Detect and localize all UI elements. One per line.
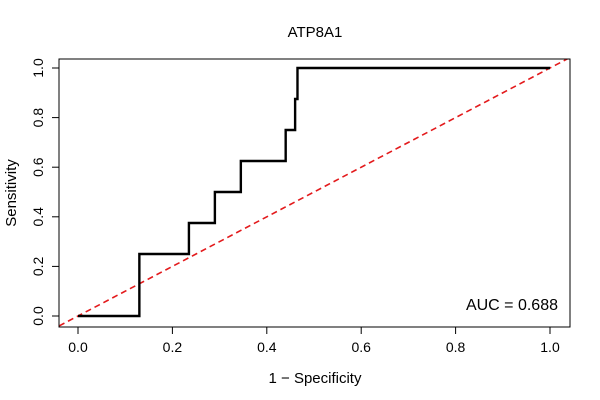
roc-curve-line [78, 66, 550, 318]
y-axis: 0.0 0.2 0.4 0.6 0.8 1.0 [30, 58, 60, 326]
x-tick-label: 0.4 [257, 339, 277, 355]
x-axis: 0.0 0.2 0.4 0.6 0.8 1.0 [68, 326, 560, 355]
y-tick-label: 0.6 [30, 157, 46, 177]
y-axis-label: Sensitivity [3, 159, 20, 227]
x-tick-label: 0.0 [68, 339, 88, 355]
y-tick-label: 0.2 [30, 256, 46, 276]
x-tick-label: 1.0 [540, 339, 560, 355]
reference-diagonal-line [59, 59, 569, 327]
y-tick-label: 1.0 [30, 58, 46, 78]
y-tick-label: 0.0 [30, 306, 46, 326]
plot-area [58, 58, 571, 328]
x-tick-label: 0.2 [163, 339, 183, 355]
x-axis-label: 1 − Specificity [269, 370, 362, 387]
auc-annotation: AUC = 0.688 [466, 297, 558, 314]
y-tick-label: 0.8 [30, 108, 46, 128]
x-tick-label: 0.8 [446, 339, 466, 355]
x-tick-label: 0.6 [351, 339, 371, 355]
y-tick-label: 0.4 [30, 207, 46, 227]
chart-title: ATP8A1 [288, 24, 343, 41]
plot-frame [58, 58, 571, 328]
